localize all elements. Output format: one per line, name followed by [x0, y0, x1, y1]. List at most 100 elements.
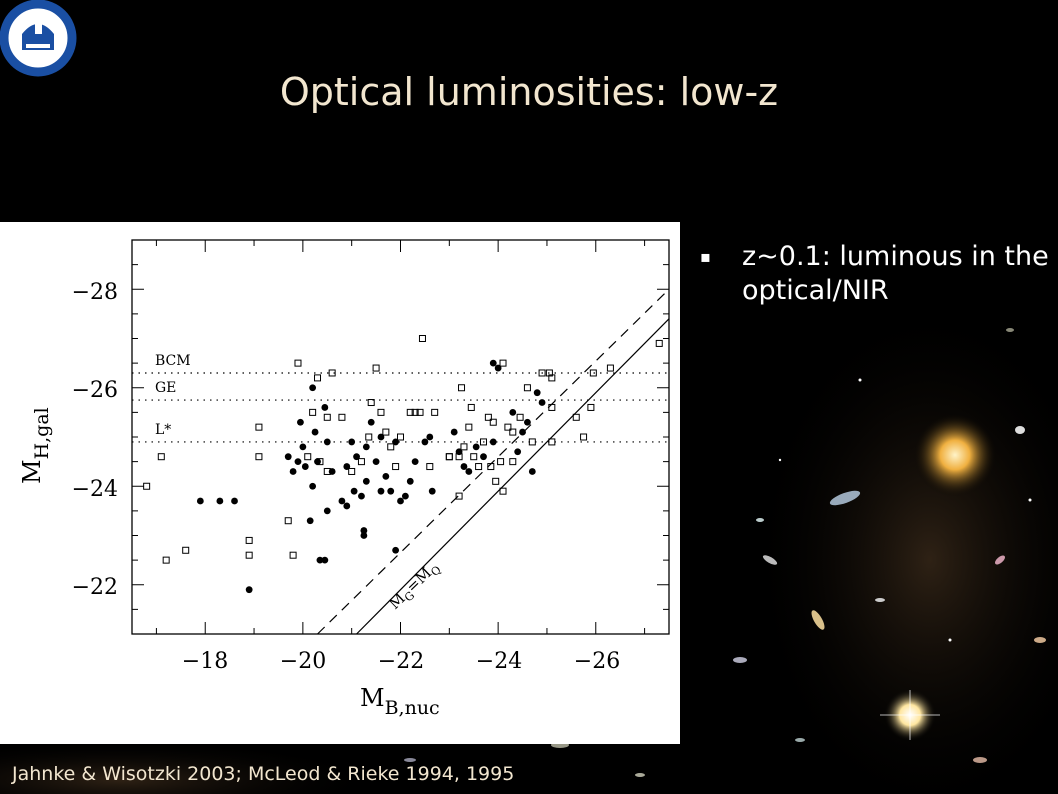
data-point-filled — [338, 497, 346, 505]
bullet-text: z~0.1: luminous in the optical/NIR — [742, 241, 1049, 306]
data-point-filled — [426, 433, 434, 441]
data-point-filled — [306, 517, 314, 525]
data-point-open — [467, 403, 475, 411]
data-point-open — [255, 453, 263, 461]
data-point-open — [382, 428, 390, 436]
data-point-filled — [401, 492, 409, 500]
data-point-filled — [524, 418, 531, 426]
data-point-filled — [538, 399, 546, 406]
data-point-filled — [460, 463, 468, 470]
data-point-open — [387, 443, 395, 451]
data-point-filled — [519, 428, 526, 436]
data-point-open — [509, 428, 517, 436]
data-point-filled — [314, 458, 321, 466]
data-point-filled — [489, 359, 497, 367]
data-point-open — [470, 453, 478, 461]
data-points — [143, 335, 663, 594]
data-point-open — [479, 438, 487, 446]
data-point-open — [357, 458, 365, 466]
data-point-open — [323, 413, 331, 421]
square-bullet-icon: ▪ — [700, 247, 711, 266]
data-point-filled — [358, 492, 365, 500]
data-point-open — [545, 369, 553, 377]
data-point-open — [411, 408, 419, 416]
data-point-open — [418, 335, 426, 342]
data-point-open — [458, 384, 466, 392]
data-point-filled — [316, 556, 324, 564]
data-point-open — [587, 403, 595, 411]
data-point-open — [431, 408, 439, 416]
citation: Jahnke & Wisotzki 2003; McLeod & Rieke 1… — [12, 763, 515, 785]
data-point-open — [548, 438, 556, 446]
data-point-filled — [284, 453, 292, 461]
data-point-open — [548, 374, 556, 382]
data-point-open — [182, 546, 190, 554]
data-point-open — [367, 399, 375, 407]
data-point-open — [655, 339, 663, 347]
x-axis-label: MB,nuc — [360, 684, 440, 719]
data-point-open — [460, 443, 468, 451]
data-point-filled — [489, 438, 497, 446]
axis-ticks — [132, 240, 669, 634]
data-point-filled — [377, 487, 385, 495]
data-point-filled — [343, 502, 351, 510]
data-point-filled — [509, 408, 517, 416]
data-point-open — [606, 364, 614, 372]
data-point-open — [304, 453, 312, 461]
data-point-filled — [387, 487, 395, 495]
data-point-filled — [309, 482, 317, 490]
data-point-filled — [216, 497, 224, 505]
solid-diagonal-line — [356, 318, 670, 635]
data-point-open — [377, 408, 385, 416]
ref-label-ge: GE — [155, 380, 176, 396]
data-point-filled — [428, 487, 436, 495]
diagonal-lines — [317, 288, 670, 635]
data-point-open — [492, 477, 500, 485]
data-point-open — [316, 458, 324, 466]
x-tick-label: −24 — [476, 649, 522, 674]
y-tick-label: −26 — [72, 378, 118, 403]
data-point-filled — [360, 527, 368, 534]
data-point-filled — [472, 443, 480, 451]
data-point-open — [365, 433, 373, 441]
scatter-plot: −28 −26 −24 −22 −18 −20 −22 −24 −26 MB,n… — [0, 222, 680, 744]
data-point-filled — [528, 468, 536, 475]
data-point-open — [499, 487, 507, 495]
data-point-open — [372, 364, 380, 372]
diagonal-line-label: MG=MQ — [385, 557, 444, 615]
data-point-filled — [289, 468, 297, 475]
ref-label-lstar: L* — [155, 422, 171, 438]
data-point-open — [499, 359, 507, 367]
data-point-open — [416, 408, 424, 416]
data-point-open — [465, 423, 473, 431]
data-point-open — [497, 458, 505, 466]
data-point-open — [516, 413, 524, 421]
data-point-open — [445, 453, 453, 461]
data-point-open — [489, 418, 497, 426]
data-point-filled — [196, 497, 204, 505]
data-point-filled — [321, 404, 329, 411]
data-point-open — [455, 453, 463, 461]
data-point-filled — [480, 453, 487, 461]
data-point-open — [245, 551, 253, 559]
data-point-open — [397, 433, 404, 441]
data-point-filled — [309, 384, 317, 392]
data-point-open — [528, 438, 536, 446]
data-point-filled — [362, 443, 370, 451]
data-point-filled — [321, 556, 329, 564]
data-point-filled — [348, 438, 356, 446]
data-point-filled — [323, 507, 331, 515]
data-point-open — [504, 423, 512, 431]
data-point-filled — [514, 448, 522, 456]
dashed-diagonal-line — [317, 288, 670, 635]
data-point-filled — [301, 463, 309, 470]
data-point-filled — [421, 438, 429, 446]
data-point-filled — [382, 473, 390, 480]
data-point-filled — [323, 438, 331, 446]
data-point-open — [509, 458, 517, 466]
data-point-open — [255, 423, 263, 431]
data-point-filled — [297, 418, 304, 426]
data-point-open — [548, 403, 556, 411]
data-point-filled — [245, 586, 253, 594]
